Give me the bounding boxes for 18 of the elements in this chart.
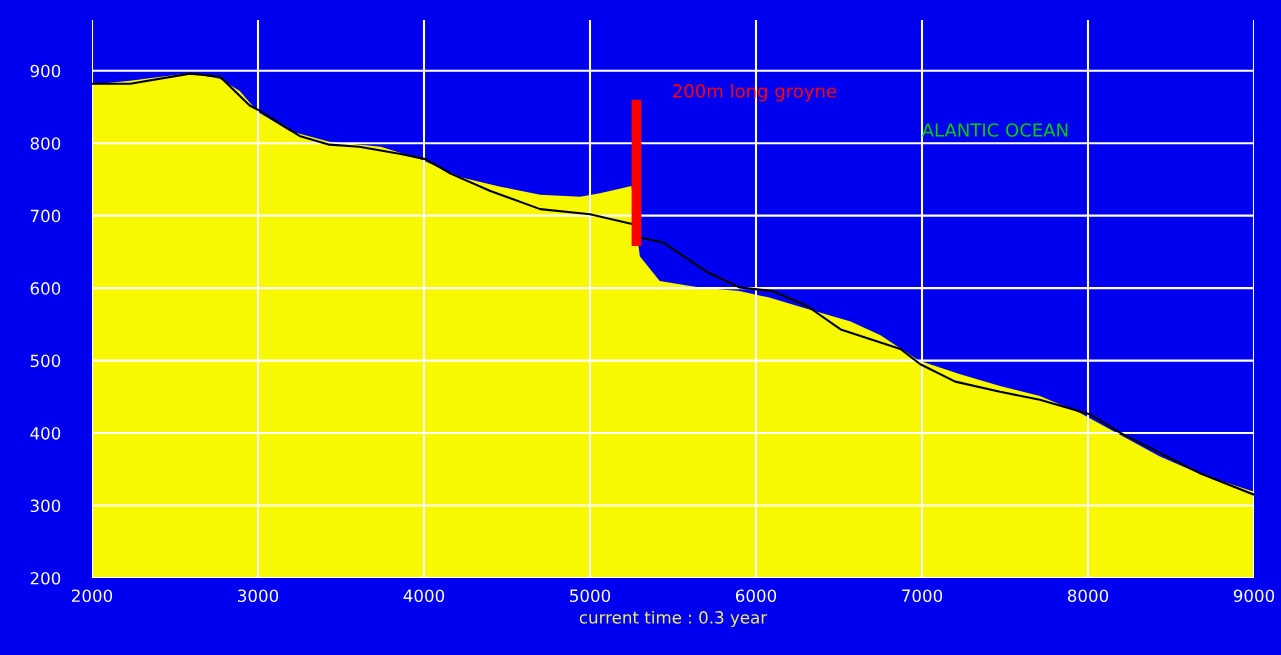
x-tick-label: 8000 (1067, 589, 1109, 603)
x-tick-label: 4000 (403, 589, 445, 603)
y-tick-label: 900 (30, 64, 61, 78)
y-tick-label: 200 (30, 571, 61, 585)
x-tick-label: 7000 (902, 589, 943, 603)
y-tick-label: 300 (30, 499, 61, 513)
line-series (92, 72, 1254, 496)
y-tick-label: 400 (30, 427, 61, 440)
x-tick-label: 6000 (735, 589, 777, 603)
x-tick-label: 5000 (570, 589, 611, 603)
y-tick-label: 800 (30, 137, 61, 150)
y-tick-label: 500 (30, 354, 61, 368)
x-tick-label: 9000 (1233, 589, 1275, 603)
x-tick-label: 3000 (238, 589, 279, 603)
x-axis-title: current time : 0.3 year (579, 610, 768, 627)
x-tick-label: 2000 (72, 589, 113, 603)
y-tick-label: 700 (30, 209, 61, 223)
y-tick-label: 600 (30, 282, 61, 295)
